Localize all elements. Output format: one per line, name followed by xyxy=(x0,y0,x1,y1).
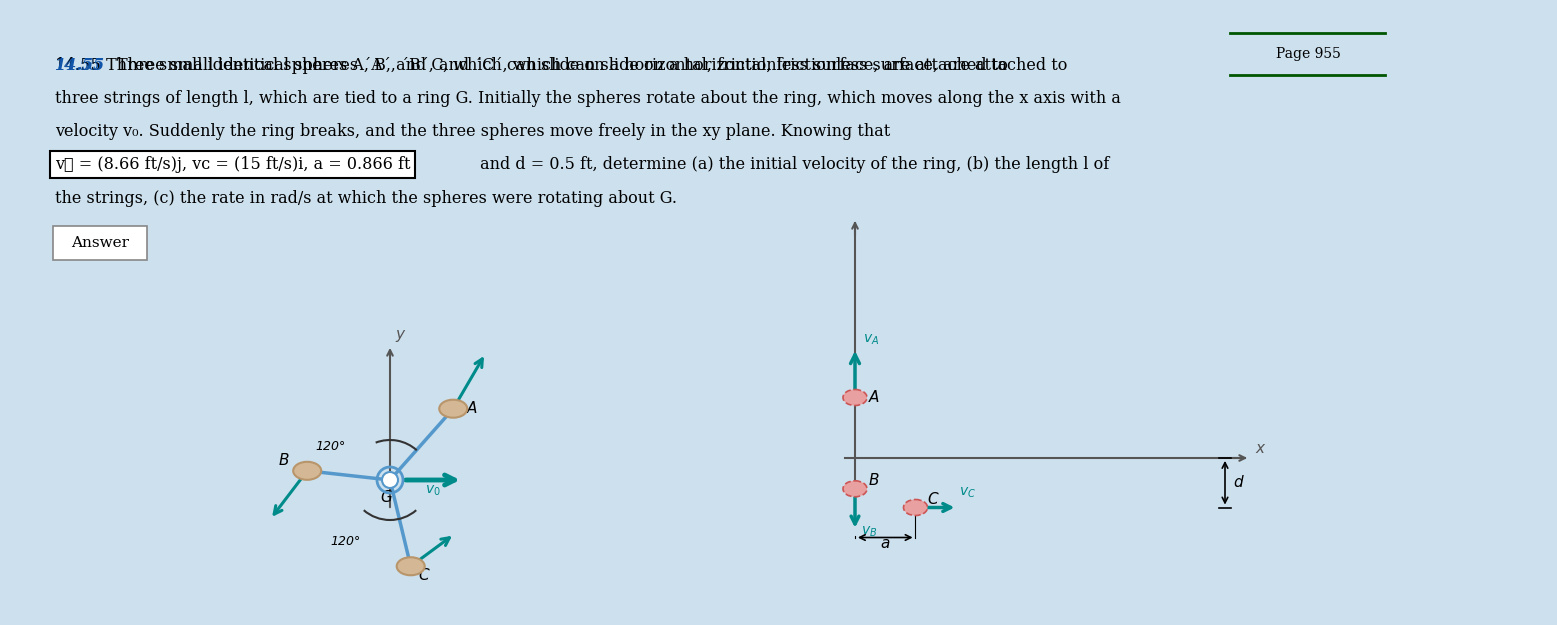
Text: $v_A$: $v_A$ xyxy=(863,332,880,347)
Text: G: G xyxy=(380,490,392,505)
Text: Page 955: Page 955 xyxy=(1275,47,1341,61)
Text: 120°: 120° xyxy=(315,440,346,453)
Text: $v_C$: $v_C$ xyxy=(959,486,976,500)
Text: B: B xyxy=(279,452,290,468)
Text: x: x xyxy=(1255,441,1264,456)
Text: three strings of length l, which are tied to a ring G. Initially the spheres rot: three strings of length l, which are tie… xyxy=(54,90,1121,107)
Text: 120°: 120° xyxy=(330,535,360,548)
Circle shape xyxy=(381,472,399,488)
Text: Three small identical spheres ´A´, ´B´, and ´C´, which can slide on a horizontal: Three small identical spheres ´A´, ´B´, … xyxy=(117,57,1068,74)
Text: and d = 0.5 ft, determine (a) the initial velocity of the ring, (b) the length l: and d = 0.5 ft, determine (a) the initia… xyxy=(475,156,1109,173)
Text: a: a xyxy=(881,536,891,551)
Text: v⁁ = (8.66 ft/s)j, vᴄ = (15 ft/s)i, a = 0.866 ft: v⁁ = (8.66 ft/s)j, vᴄ = (15 ft/s)i, a = … xyxy=(54,156,411,173)
Ellipse shape xyxy=(842,389,867,406)
Text: C: C xyxy=(928,491,939,506)
Text: $v_B$: $v_B$ xyxy=(861,525,877,539)
Text: y: y xyxy=(395,327,403,342)
Text: Answer: Answer xyxy=(72,236,129,250)
Ellipse shape xyxy=(903,499,928,516)
Text: 14.55 Three small identical spheres A, B, and C, which can slide on a horizontal: 14.55 Three small identical spheres A, B… xyxy=(54,57,1007,74)
Text: A: A xyxy=(467,401,478,416)
Ellipse shape xyxy=(397,558,425,575)
Ellipse shape xyxy=(293,462,321,480)
Text: $v_0$: $v_0$ xyxy=(425,484,441,498)
FancyBboxPatch shape xyxy=(53,226,146,260)
Ellipse shape xyxy=(439,400,467,418)
Text: 14.55: 14.55 xyxy=(54,57,101,74)
Text: B: B xyxy=(869,472,880,488)
Text: velocity v₀. Suddenly the ring breaks, and the three spheres move freely in the : velocity v₀. Suddenly the ring breaks, a… xyxy=(54,123,891,140)
Ellipse shape xyxy=(842,481,867,497)
Text: C: C xyxy=(419,568,430,583)
Text: the strings, (c) the rate in rad/s at which the spheres were rotating about G.: the strings, (c) the rate in rad/s at wh… xyxy=(54,190,677,207)
Text: 14.55: 14.55 xyxy=(54,57,106,74)
Text: A: A xyxy=(869,389,880,404)
Text: d: d xyxy=(1233,475,1242,490)
